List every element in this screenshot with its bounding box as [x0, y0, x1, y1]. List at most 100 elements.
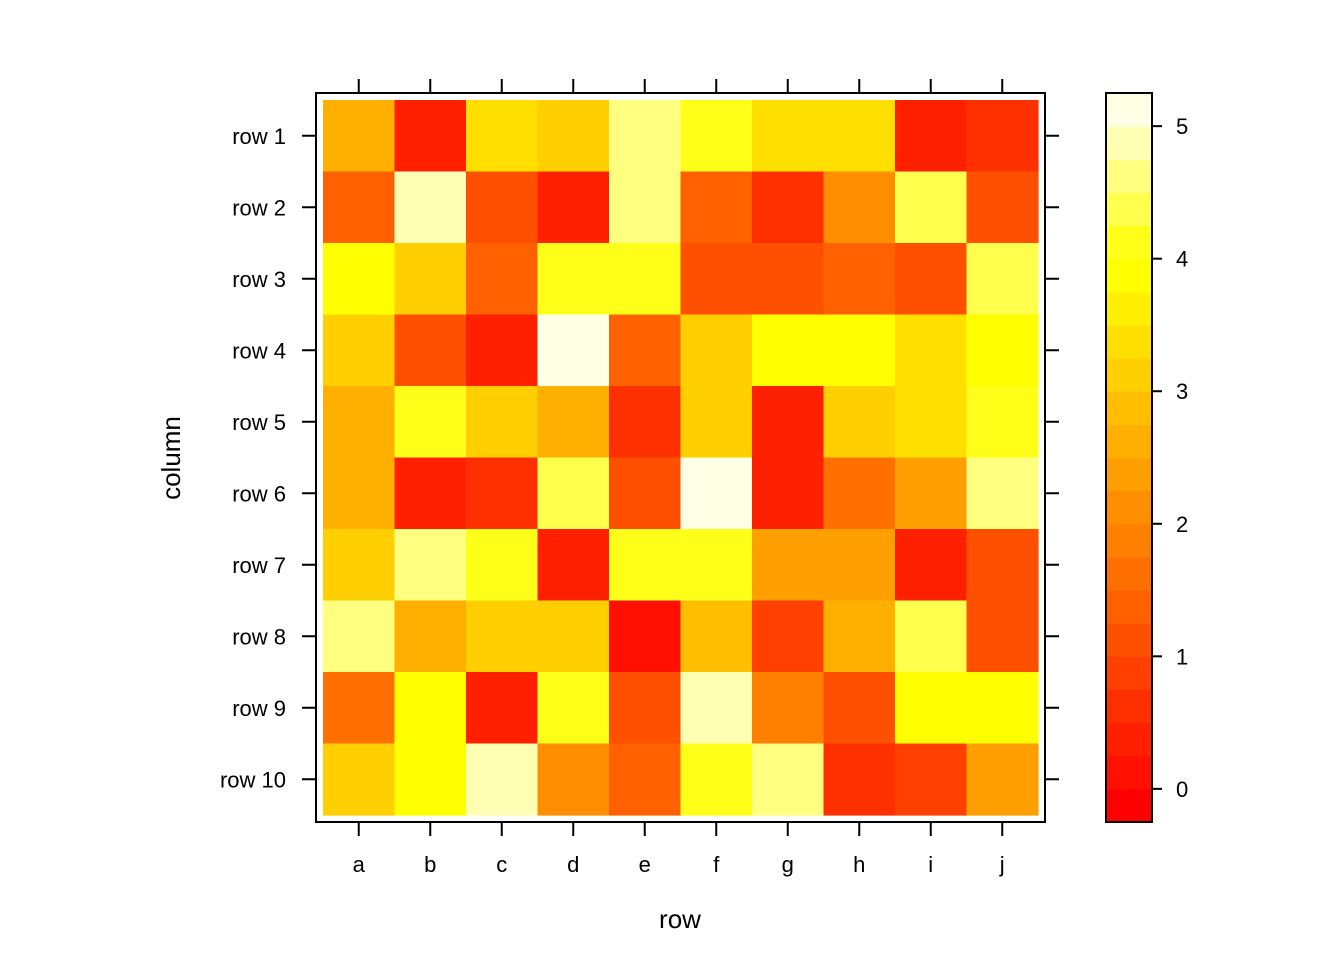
heatmap-cell [466, 243, 539, 316]
colorbar-swatch [1106, 523, 1152, 558]
heatmap-cell [609, 171, 682, 244]
heatmap-cell [752, 743, 825, 816]
colorbar-swatch [1106, 126, 1152, 160]
y-tick-label: row 4 [232, 338, 286, 363]
heatmap-cell [895, 314, 968, 387]
colorbar-tick-label: 3 [1176, 379, 1188, 404]
colorbar-swatch [1106, 490, 1152, 525]
heatmap-cell [537, 386, 610, 459]
heatmap-cell [466, 600, 539, 673]
heatmap-cell [466, 743, 539, 816]
heatmap-cell [895, 743, 968, 816]
colorbar-swatch [1106, 258, 1152, 293]
heatmap-cell [323, 100, 396, 173]
heatmap-cell [323, 600, 396, 673]
colorbar-swatch [1106, 225, 1152, 260]
colorbar-swatch [1106, 324, 1152, 359]
heatmap-cell [609, 100, 682, 173]
colorbar-swatch [1106, 556, 1152, 591]
colorbar-swatch [1106, 457, 1152, 492]
heatmap-cell [537, 743, 610, 816]
y-tick-label: row 6 [232, 481, 286, 506]
heatmap-cell [966, 171, 1039, 244]
heatmap-cell [537, 314, 610, 387]
heatmap-cell [609, 672, 682, 745]
x-tick-label: b [424, 852, 436, 877]
y-tick-label: row 2 [232, 195, 286, 220]
heatmap-cell [323, 314, 396, 387]
y-tick-label: row 9 [232, 696, 286, 721]
y-tick-label: row 3 [232, 267, 286, 292]
colorbar-ticks: 0 1 2 3 4 5 [1152, 114, 1188, 802]
heatmap-cell [323, 529, 396, 602]
heatmap-cell [609, 457, 682, 530]
x-tick-label: d [567, 852, 579, 877]
heatmap-cell [466, 529, 539, 602]
heatmap-cell [823, 457, 896, 530]
heatmap-cell [394, 457, 467, 530]
heatmap-cell [537, 672, 610, 745]
colorbar-tick-label: 5 [1176, 114, 1188, 139]
heatmap-cell [537, 529, 610, 602]
x-tick-labels: a b c d e f g h i j [353, 852, 1005, 877]
colorbar-swatch [1106, 689, 1152, 724]
x-tick-label: i [928, 852, 933, 877]
heatmap-cell [394, 386, 467, 459]
heatmap-cell [609, 243, 682, 316]
heatmap-cell [323, 171, 396, 244]
y-axis-label: column [156, 416, 186, 500]
heatmap-cell [537, 100, 610, 173]
heatmap-cell [466, 386, 539, 459]
heatmap-cell [823, 386, 896, 459]
heatmap-cell [966, 600, 1039, 673]
y-tick-label: row 1 [232, 124, 286, 149]
heatmap-cell [966, 386, 1039, 459]
heatmap-cell [537, 600, 610, 673]
colorbar-swatch [1106, 590, 1152, 624]
x-tick-label: g [782, 852, 794, 877]
heatmap-cell [895, 529, 968, 602]
heatmap-cell [680, 243, 753, 316]
heatmap-cell [823, 672, 896, 745]
heatmap-cell [609, 314, 682, 387]
heatmap-cell [609, 600, 682, 673]
heatmap-cell [466, 171, 539, 244]
colorbar-tick-label: 0 [1176, 777, 1188, 802]
y-tick-label: row 7 [232, 553, 286, 578]
heatmap-cell [752, 672, 825, 745]
x-axis-label: row [659, 904, 701, 934]
heatmap-cell [966, 314, 1039, 387]
heatmap-cell [752, 529, 825, 602]
heatmap-cell [895, 600, 968, 673]
y-tick-labels: row 1 row 2 row 3 row 4 row 5 row 6 row 7 row 8… [220, 124, 286, 793]
heatmap-cell [394, 600, 467, 673]
colorbar-swatch [1106, 656, 1152, 691]
x-tick-label: f [713, 852, 720, 877]
heatmap-cell [680, 600, 753, 673]
heatmap-cell [823, 171, 896, 244]
heatmap-cell [966, 743, 1039, 816]
axis-ticks [302, 79, 1059, 836]
x-tick-label: h [853, 852, 865, 877]
heatmap-cell [609, 743, 682, 816]
heatmap-cell [680, 314, 753, 387]
x-tick-label: c [496, 852, 507, 877]
heatmap-cell [823, 100, 896, 173]
heatmap-cell [394, 100, 467, 173]
heatmap-cell [394, 314, 467, 387]
colorbar-swatch [1106, 788, 1152, 823]
y-tick-label: row 8 [232, 624, 286, 649]
colorbar [1106, 93, 1152, 823]
x-tick-label: e [639, 852, 651, 877]
heatmap-cell [394, 743, 467, 816]
heatmap-cell [823, 743, 896, 816]
heatmap-cell [966, 529, 1039, 602]
heatmap-cell [895, 171, 968, 244]
colorbar-swatch [1106, 192, 1152, 227]
y-tick-label: row 10 [220, 767, 286, 792]
heatmap-cell [823, 600, 896, 673]
colorbar-swatch [1106, 755, 1152, 790]
heatmap-cell [966, 672, 1039, 745]
heatmap-cell [466, 100, 539, 173]
